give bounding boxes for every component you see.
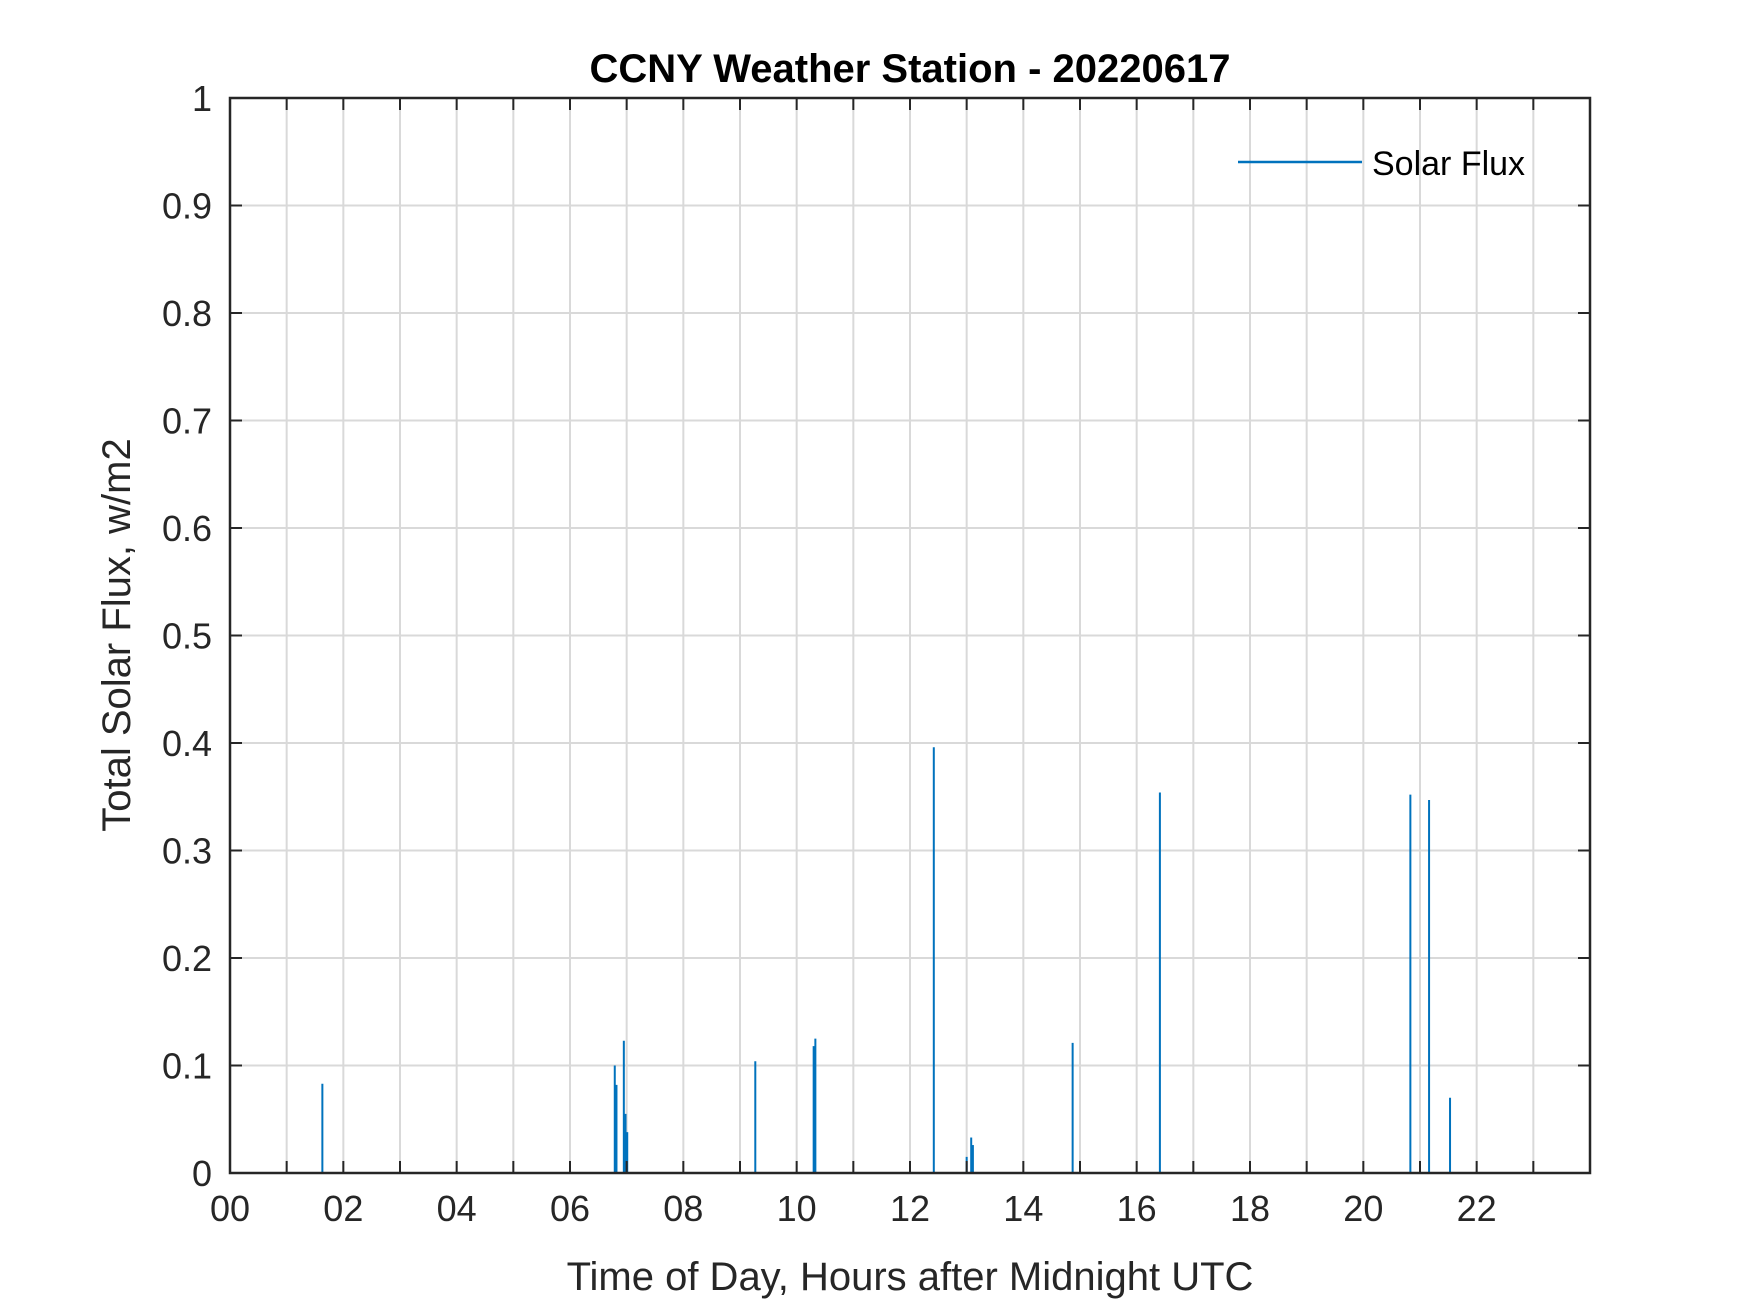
x-tick-label: 10 [777,1188,817,1229]
x-tick-labels: 00 02 04 06 08 10 12 14 16 18 20 22 [210,1188,1497,1229]
x-tick-label: 00 [210,1188,250,1229]
y-tick-label: 0.3 [162,831,212,872]
x-tick-label: 20 [1343,1188,1383,1229]
x-tick-label: 22 [1457,1188,1497,1229]
x-tick-label: 02 [323,1188,363,1229]
x-tick-label: 06 [550,1188,590,1229]
x-tick-label: 04 [437,1188,477,1229]
x-tick-label: 14 [1003,1188,1043,1229]
y-tick-label: 0 [192,1153,212,1194]
chart-title: CCNY Weather Station - 20220617 [590,47,1231,91]
y-tick-label: 0.7 [162,401,212,442]
legend: Solar Flux [1238,145,1525,183]
x-tick-label: 18 [1230,1188,1270,1229]
y-tick-label: 0.6 [162,508,212,549]
y-tick-label: 1 [192,78,212,119]
legend-label: Solar Flux [1372,145,1525,183]
y-tick-label: 0.2 [162,938,212,979]
y-tick-label: 0.9 [162,186,212,227]
grid-lines [230,97,1590,1174]
y-axis-label: Total Solar Flux, w/m2 [95,438,139,831]
x-axis-label: Time of Day, Hours after Midnight UTC [567,1255,1254,1299]
y-tick-label: 0.5 [162,616,212,657]
y-tick-labels: 0 0.1 0.2 0.3 0.4 0.5 0.6 0.7 0.8 0.9 1 [162,78,212,1194]
x-tick-label: 12 [890,1188,930,1229]
plot-frame [228,96,1592,1175]
y-tick-label: 0.4 [162,723,212,764]
x-tick-label: 16 [1117,1188,1157,1229]
y-tick-label: 0.1 [162,1046,212,1087]
x-tick-label: 08 [663,1188,703,1229]
y-tick-label: 0.8 [162,293,212,334]
